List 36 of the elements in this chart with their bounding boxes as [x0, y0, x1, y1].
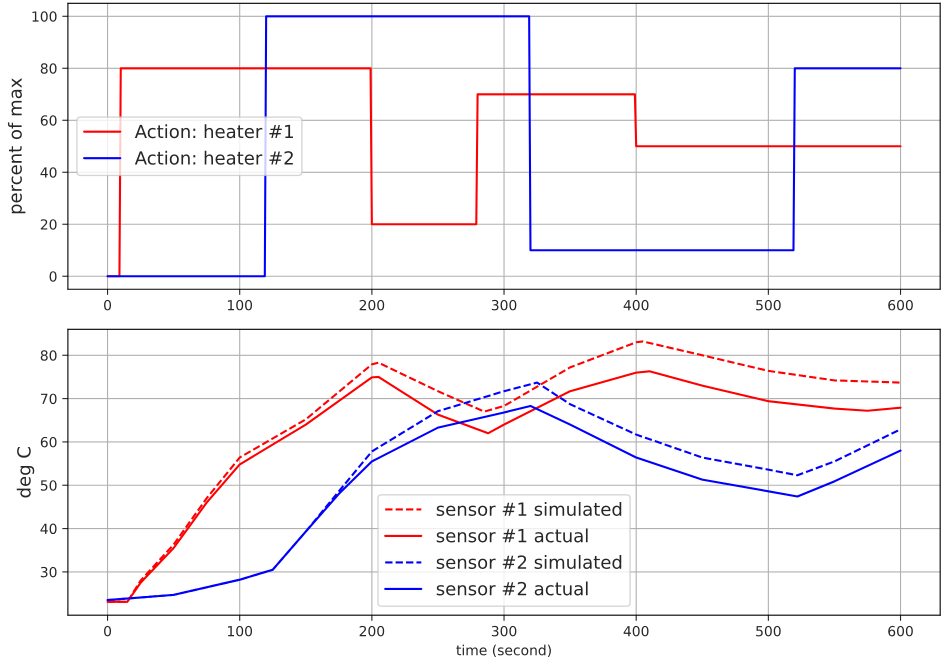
y-tick-label: 70: [40, 394, 57, 404]
x-tick-label: 200: [360, 300, 384, 310]
y-tick-label: 60: [40, 115, 57, 126]
y-tick-label: 40: [40, 167, 57, 178]
legend-label: sensor #1 simulated: [436, 502, 622, 516]
line-series: [106, 15, 902, 278]
x-tick-label: 200: [360, 626, 384, 636]
x-tick-label: 300: [492, 626, 516, 636]
x-tick-label: 0: [104, 626, 112, 636]
y-tick-label: 30: [40, 566, 57, 578]
x-axis-title: time (second): [456, 644, 551, 658]
y-tick-label: 40: [40, 524, 57, 534]
y-tick-label: 80: [40, 350, 57, 361]
x-tick-label: 500: [756, 626, 781, 636]
y-tick-label: 50: [40, 480, 57, 491]
x-tick-label: 100: [228, 626, 252, 636]
x-tick-label: 400: [624, 300, 649, 310]
x-tick-label: 600: [888, 626, 913, 636]
y-axis-title: percent of max: [8, 78, 26, 214]
y-tick-label: 80: [40, 63, 57, 74]
y-tick-label: 60: [40, 436, 57, 448]
legend-label: sensor #2 actual: [436, 582, 588, 596]
x-tick-label: 400: [624, 626, 649, 636]
y-tick-label: 0: [50, 271, 57, 282]
y-axis-title: deg C: [16, 447, 34, 498]
x-tick-label: 0: [104, 300, 112, 310]
legend-label: sensor #2 simulated: [436, 555, 622, 569]
y-tick-label: 20: [40, 219, 57, 230]
legend-label: sensor #1 actual: [436, 528, 588, 542]
x-tick-label: 100: [228, 300, 252, 310]
x-tick-label: 500: [756, 300, 781, 310]
x-tick-label: 600: [888, 300, 913, 310]
y-tick-label: 100: [32, 11, 57, 22]
x-tick-label: 300: [492, 300, 516, 310]
legend-label: Action: heater #1: [134, 124, 293, 138]
legend-label: Action: heater #2: [134, 150, 293, 165]
